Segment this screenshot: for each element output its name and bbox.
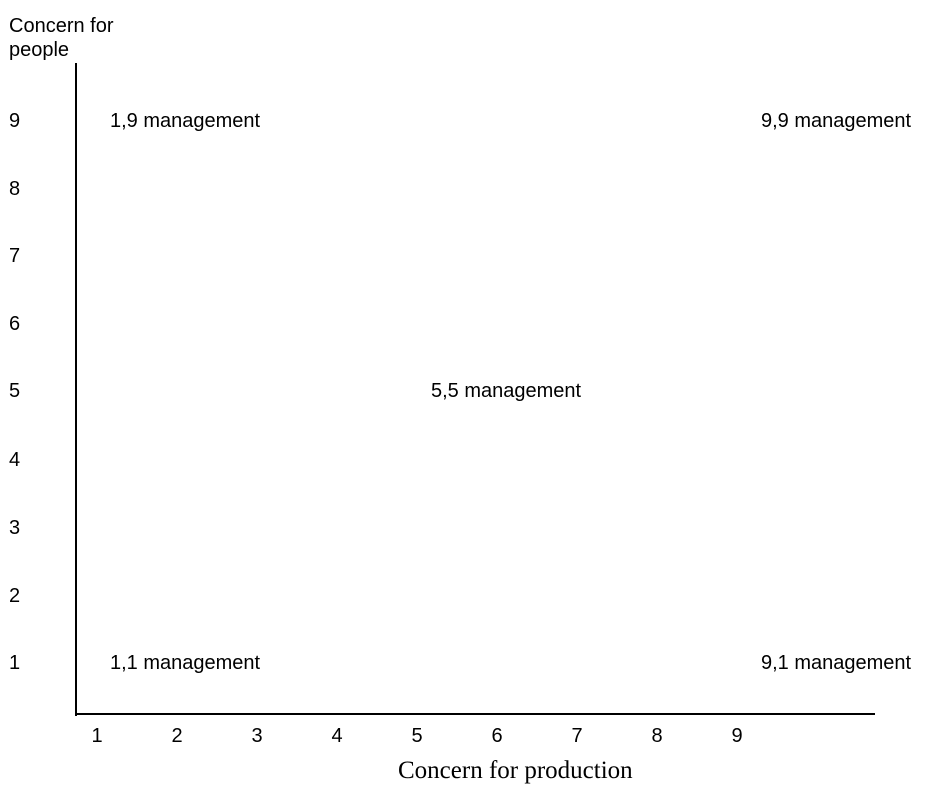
x-axis-title: Concern for production (398, 757, 633, 784)
y-tick-2: 2 (9, 585, 21, 607)
label-9-9-management: 9,9 management (761, 110, 912, 132)
y-tick-1: 1 (9, 652, 21, 674)
label-5-5-management: 5,5 management (431, 380, 582, 402)
y-axis-title: Concern for people (9, 14, 114, 62)
y-tick-6: 6 (9, 313, 21, 335)
y-tick-7: 7 (9, 245, 21, 267)
x-tick-4: 4 (331, 725, 343, 747)
y-axis-title-line-1: Concern for (9, 15, 114, 37)
x-tick-2: 2 (171, 725, 183, 747)
x-tick-6: 6 (491, 725, 503, 747)
x-tick-7: 7 (571, 725, 583, 747)
x-tick-3: 3 (251, 725, 263, 747)
y-tick-8: 8 (9, 178, 21, 200)
y-tick-9: 9 (9, 110, 21, 132)
x-axis-line (75, 713, 875, 715)
label-1-1-management: 1,1 management (110, 652, 261, 674)
y-tick-4: 4 (9, 449, 21, 471)
x-tick-9: 9 (731, 725, 743, 747)
x-tick-5: 5 (411, 725, 423, 747)
y-axis-line (75, 63, 77, 716)
y-axis-title-line-2: people (9, 39, 70, 61)
x-tick-1: 1 (91, 725, 103, 747)
x-tick-8: 8 (651, 725, 663, 747)
label-9-1-management: 9,1 management (761, 652, 912, 674)
label-1-9-management: 1,9 management (110, 110, 261, 132)
y-tick-3: 3 (9, 517, 21, 539)
y-tick-5: 5 (9, 380, 21, 402)
